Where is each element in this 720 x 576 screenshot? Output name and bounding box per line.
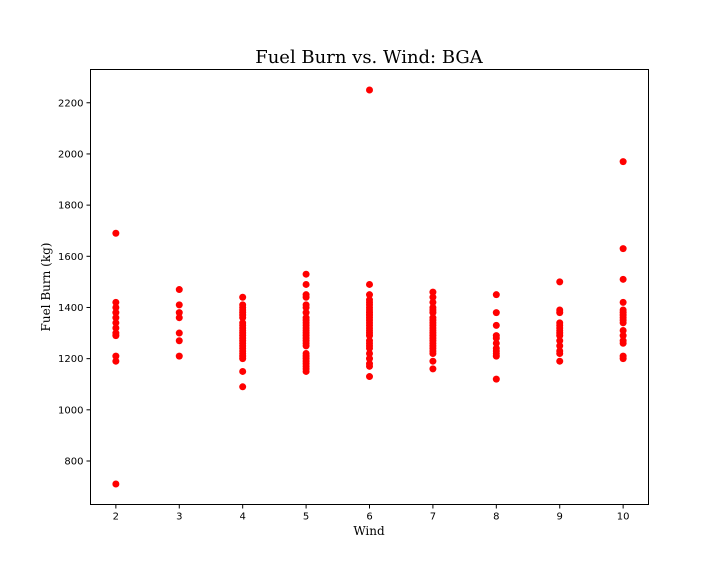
data-point — [366, 350, 373, 358]
data-point — [429, 357, 437, 365]
y-tick-label: 800 — [64, 457, 83, 468]
data-point — [302, 301, 310, 309]
x-tick-label: 6 — [366, 512, 372, 523]
data-point — [175, 309, 183, 317]
x-tick-label: 5 — [303, 512, 309, 523]
y-tick-label: 1000 — [58, 405, 83, 416]
data-point — [492, 321, 500, 329]
data-point — [239, 367, 247, 375]
data-point — [619, 245, 627, 253]
x-axis: 2 3 4 5 6 7 8 9 10 — [113, 504, 630, 523]
data-point — [556, 278, 564, 286]
data-point — [492, 375, 500, 383]
data-point — [556, 342, 564, 350]
data-point — [619, 298, 627, 306]
data-point — [556, 347, 564, 355]
data-point — [112, 309, 120, 317]
data-point — [492, 339, 500, 347]
x-tick-label: 10 — [617, 512, 630, 523]
data-point — [302, 291, 310, 299]
data-point — [492, 332, 500, 340]
data-point — [429, 365, 437, 373]
x-tick-label: 7 — [430, 512, 436, 523]
data-point — [556, 357, 564, 365]
data-point — [429, 293, 437, 301]
y-tick-label: 1200 — [58, 354, 83, 365]
data-point — [619, 337, 627, 345]
data-point — [366, 355, 373, 363]
y-tick-label: 1600 — [58, 252, 83, 263]
data-point — [366, 291, 373, 299]
x-tick-label: 8 — [493, 512, 499, 523]
data-point — [175, 301, 183, 309]
data-point — [429, 303, 437, 311]
data-point — [112, 303, 120, 311]
x-tick-label: 2 — [113, 512, 119, 523]
data-point — [366, 373, 373, 381]
data-point — [112, 319, 120, 327]
data-point — [112, 324, 120, 332]
data-point — [619, 275, 627, 283]
x-axis-label: Wind — [353, 524, 385, 538]
data-point — [112, 480, 120, 488]
data-point — [619, 158, 627, 166]
data-point — [556, 337, 564, 345]
data-point — [366, 280, 373, 288]
data-point — [366, 337, 373, 345]
x-tick-label: 9 — [557, 512, 563, 523]
data-point — [492, 291, 500, 299]
data-point — [112, 329, 120, 337]
data-point — [492, 344, 500, 352]
x-tick-label: 3 — [176, 512, 182, 523]
x-tick-label: 4 — [239, 512, 245, 523]
data-point — [112, 352, 120, 360]
data-point — [302, 270, 310, 278]
data-point — [366, 86, 373, 94]
y-axis-label: Fuel Burn (kg) — [39, 243, 53, 332]
data-point — [619, 327, 627, 334]
data-point — [556, 306, 564, 314]
y-tick-label: 2000 — [58, 149, 83, 160]
data-point — [175, 329, 183, 337]
data-point — [366, 296, 373, 304]
data-point — [112, 314, 120, 322]
y-tick-label: 1400 — [58, 303, 83, 314]
data-point — [302, 309, 310, 317]
chart-title: Fuel Burn vs. Wind: BGA — [255, 47, 484, 68]
data-point — [239, 301, 247, 309]
data-points — [112, 86, 627, 488]
data-point — [239, 293, 247, 301]
data-point — [302, 350, 310, 358]
data-point — [302, 280, 310, 288]
data-point — [112, 229, 120, 237]
data-point — [239, 383, 247, 391]
y-tick-label: 2200 — [58, 98, 83, 109]
data-point — [112, 357, 120, 365]
data-point — [556, 319, 564, 327]
data-point — [175, 337, 183, 345]
data-point — [175, 314, 183, 322]
data-point — [429, 314, 437, 322]
data-point — [175, 352, 183, 360]
data-point — [429, 298, 437, 306]
y-axis: 800 1000 1200 1400 1600 1800 2000 2200 — [58, 98, 91, 468]
data-point — [429, 288, 437, 296]
data-point — [366, 360, 373, 368]
y-tick-label: 1800 — [58, 201, 83, 212]
data-point — [112, 298, 120, 306]
data-point — [302, 314, 310, 322]
data-point — [492, 309, 500, 317]
data-point — [619, 306, 627, 314]
data-point — [239, 319, 247, 327]
data-point — [619, 332, 627, 340]
data-point — [619, 352, 627, 360]
data-point — [175, 286, 183, 294]
